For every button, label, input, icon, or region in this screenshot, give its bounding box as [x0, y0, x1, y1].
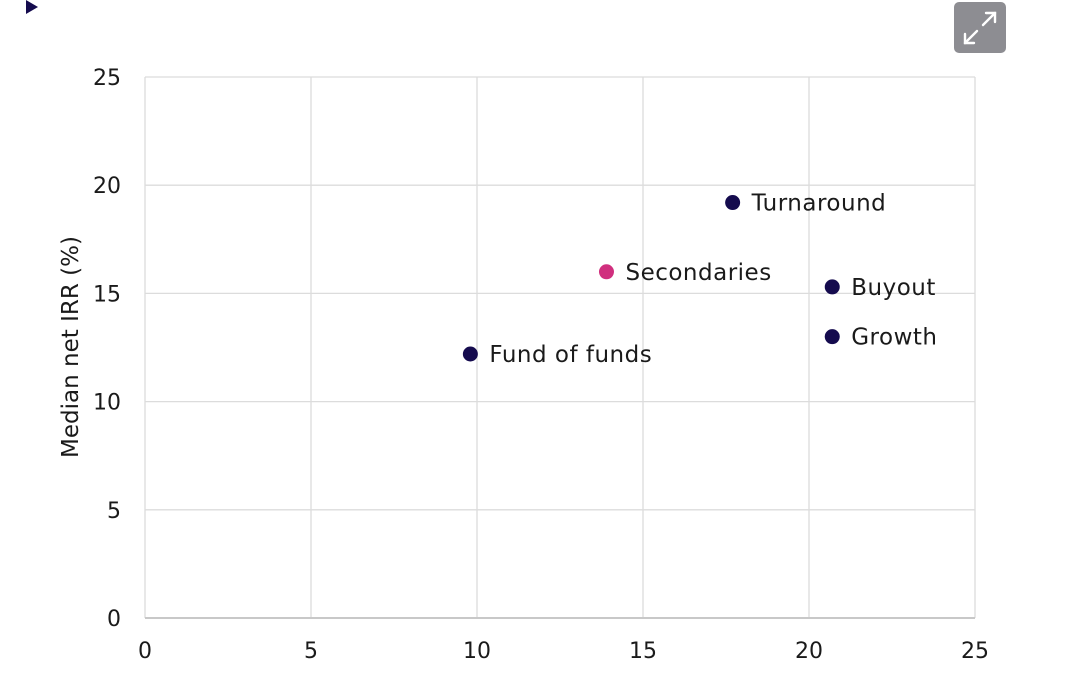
point-label: Fund of funds — [489, 342, 652, 368]
expand-arrows-icon — [963, 11, 997, 44]
scatter-point — [598, 264, 614, 280]
expand-button[interactable] — [954, 2, 1006, 53]
scatter-point — [824, 279, 840, 295]
y-tick-label: 25 — [93, 66, 121, 91]
data-points: Turnaround Secondaries Buyout Growth Fund of… — [462, 191, 937, 368]
scatter-point — [462, 346, 478, 362]
x-tick-label: 0 — [138, 639, 152, 664]
y-tick-label: 0 — [107, 607, 121, 632]
y-tick-label: 10 — [93, 391, 121, 416]
y-tick-label: 15 — [93, 282, 121, 307]
y-tick-label: 5 — [107, 499, 121, 524]
scatter-point — [725, 195, 741, 211]
point-label: Turnaround — [751, 191, 887, 217]
y-axis-title: Median net IRR (%) — [58, 236, 84, 458]
point-label: Secondaries — [625, 260, 771, 286]
x-tick-label: 20 — [795, 639, 823, 664]
x-tick-label: 25 — [961, 639, 989, 664]
chart-grid — [144, 76, 976, 619]
point-label: Buyout — [851, 275, 936, 301]
scatter-point — [824, 329, 840, 345]
y-tick-label: 20 — [93, 174, 121, 199]
x-axis-ticks: 0 5 10 15 20 25 — [138, 639, 989, 664]
x-tick-label: 15 — [629, 639, 657, 664]
x-tick-label: 10 — [463, 639, 491, 664]
y-axis-ticks: 0 5 10 15 20 25 — [93, 66, 121, 632]
point-label: Growth — [851, 325, 937, 351]
play-triangle-icon — [26, 0, 38, 14]
x-tick-label: 5 — [304, 639, 318, 664]
